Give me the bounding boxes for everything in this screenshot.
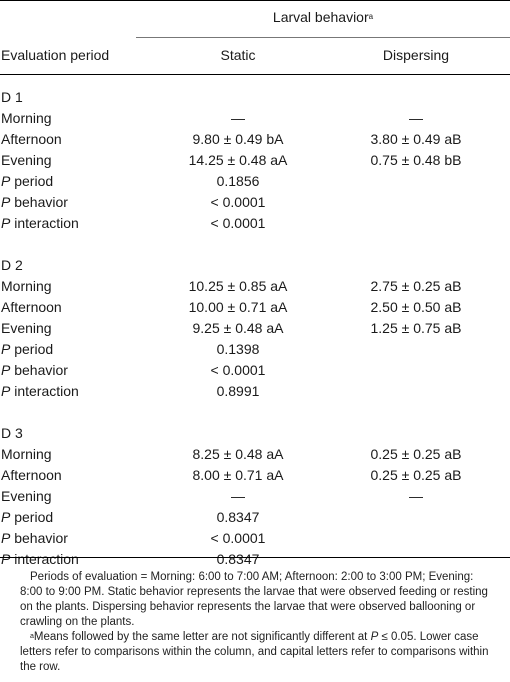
stat-row: P behavior < 0.0001 <box>0 360 510 381</box>
stat-value: 0.8991 <box>216 383 260 399</box>
header-bottom-rule <box>0 74 510 75</box>
period-label: Morning <box>1 110 52 126</box>
stat-row: P interaction < 0.0001 <box>0 213 510 234</box>
column-header-period: Evaluation period <box>1 47 110 63</box>
stat-label: P period <box>1 341 54 357</box>
dispersing-value: 0.75 ± 0.48 bB <box>370 152 462 168</box>
section-spacer <box>0 402 510 423</box>
static-value: 8.25 ± 0.48 aA <box>192 446 284 462</box>
section-spacer <box>0 234 510 255</box>
dispersing-value: — <box>409 110 423 126</box>
footnote-mark: a <box>30 633 34 640</box>
section-row-d1: D 1 <box>0 87 510 108</box>
table-body: D 1 Morning — — Afternoon 9.80 ± 0.49 bA 3.8… <box>0 87 510 570</box>
footnote-means: aMeans followed by the same letter are n… <box>20 631 489 673</box>
stat-label: P behavior <box>1 530 68 546</box>
section-row-d3: D 3 <box>0 423 510 444</box>
dispersing-value: — <box>409 488 423 504</box>
stat-label: P interaction <box>1 215 79 231</box>
dispersing-value: 2.50 ± 0.50 aB <box>370 299 462 315</box>
table-footnotes: Periods of evaluation = Morning: 6:00 to… <box>20 570 498 675</box>
stat-label: P interaction <box>1 551 79 567</box>
stat-value: < 0.0001 <box>210 362 266 378</box>
section-label: D 3 <box>1 425 23 441</box>
dispersing-value: 2.75 ± 0.25 aB <box>370 278 462 294</box>
period-label: Morning <box>1 278 52 294</box>
stat-row: P period 0.8347 <box>0 507 510 528</box>
table-row: Afternoon 8.00 ± 0.71 aA 0.25 ± 0.25 aB <box>0 465 510 486</box>
period-label: Evening <box>1 488 52 504</box>
stat-value: < 0.0001 <box>210 194 266 210</box>
stat-row: P behavior < 0.0001 <box>0 192 510 213</box>
period-label: Afternoon <box>1 299 62 315</box>
stat-label: P period <box>1 173 54 189</box>
stat-row: P behavior < 0.0001 <box>0 528 510 549</box>
stat-row: P period 0.1856 <box>0 171 510 192</box>
static-value: 10.00 ± 0.71 aA <box>188 299 288 315</box>
table-row: Evening 14.25 ± 0.48 aA 0.75 ± 0.48 bB <box>0 150 510 171</box>
stat-value: < 0.0001 <box>210 530 266 546</box>
period-label: Afternoon <box>1 467 62 483</box>
group-header-label: Larval behavior <box>272 9 369 25</box>
group-header-footnote-mark: a <box>368 12 374 21</box>
dispersing-value: 0.25 ± 0.25 aB <box>370 446 462 462</box>
dispersing-value: 0.25 ± 0.25 aB <box>370 467 462 483</box>
stat-label: P interaction <box>1 383 79 399</box>
stat-label: P period <box>1 509 54 525</box>
static-value: 9.25 ± 0.48 aA <box>192 320 284 336</box>
period-label: Morning <box>1 446 52 462</box>
period-label: Afternoon <box>1 131 62 147</box>
static-value: 10.25 ± 0.85 aA <box>188 278 288 294</box>
stat-value: 0.8347 <box>216 509 260 525</box>
period-label: Evening <box>1 320 52 336</box>
static-value: 14.25 ± 0.48 aA <box>188 152 288 168</box>
static-value: 8.00 ± 0.71 aA <box>192 467 284 483</box>
stat-label: P behavior <box>1 194 68 210</box>
table-top-rule <box>0 0 510 1</box>
table-row: Afternoon 10.00 ± 0.71 aA 2.50 ± 0.50 aB <box>0 297 510 318</box>
table-row: Morning 8.25 ± 0.48 aA 0.25 ± 0.25 aB <box>0 444 510 465</box>
group-header-rule <box>136 37 510 38</box>
section-label: D 2 <box>1 257 23 273</box>
table-bottom-rule <box>0 557 510 558</box>
table-row: Morning 10.25 ± 0.85 aA 2.75 ± 0.25 aB <box>0 276 510 297</box>
static-value: 9.80 ± 0.49 bA <box>192 131 284 147</box>
static-value: — <box>231 110 245 126</box>
section-label: D 1 <box>1 89 23 105</box>
stat-row: P period 0.1398 <box>0 339 510 360</box>
table-row: Evening — — <box>0 486 510 507</box>
stat-value: 0.1398 <box>216 341 260 357</box>
footnote-periods: Periods of evaluation = Morning: 6:00 to… <box>20 571 488 628</box>
section-row-d2: D 2 <box>0 255 510 276</box>
column-header-static: Static <box>220 47 256 63</box>
table-row: Morning — — <box>0 108 510 129</box>
static-value: — <box>231 488 245 504</box>
stat-value: < 0.0001 <box>210 215 266 231</box>
period-label: Evening <box>1 152 52 168</box>
dispersing-value: 1.25 ± 0.75 aB <box>370 320 462 336</box>
column-header-dispersing: Dispersing <box>382 47 450 63</box>
dispersing-value: 3.80 ± 0.49 aB <box>370 131 462 147</box>
stat-value: 0.8347 <box>216 551 260 567</box>
group-header: Larval behaviora <box>0 9 510 26</box>
stat-row: P interaction 0.8991 <box>0 381 510 402</box>
stat-value: 0.1856 <box>216 173 260 189</box>
table-row: Evening 9.25 ± 0.48 aA 1.25 ± 0.75 aB <box>0 318 510 339</box>
stat-label: P behavior <box>1 362 68 378</box>
table-row: Afternoon 9.80 ± 0.49 bA 3.80 ± 0.49 aB <box>0 129 510 150</box>
stat-row: P interaction 0.8347 <box>0 549 510 570</box>
